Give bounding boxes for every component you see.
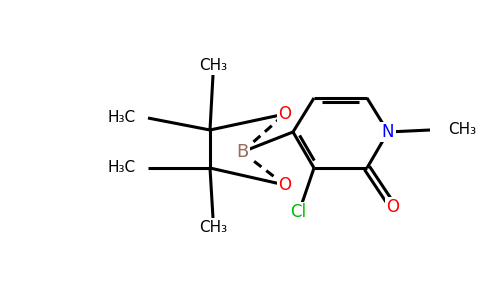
Text: CH₃: CH₃ [199,58,227,74]
Text: O: O [278,105,291,123]
Text: O: O [387,198,399,216]
Text: Cl: Cl [290,203,306,221]
Text: O: O [278,176,291,194]
Text: N: N [382,123,394,141]
Text: CH₃: CH₃ [448,122,476,137]
Text: H₃C: H₃C [108,160,136,175]
Text: CH₃: CH₃ [199,220,227,235]
Text: H₃C: H₃C [108,110,136,125]
Text: B: B [236,143,248,161]
